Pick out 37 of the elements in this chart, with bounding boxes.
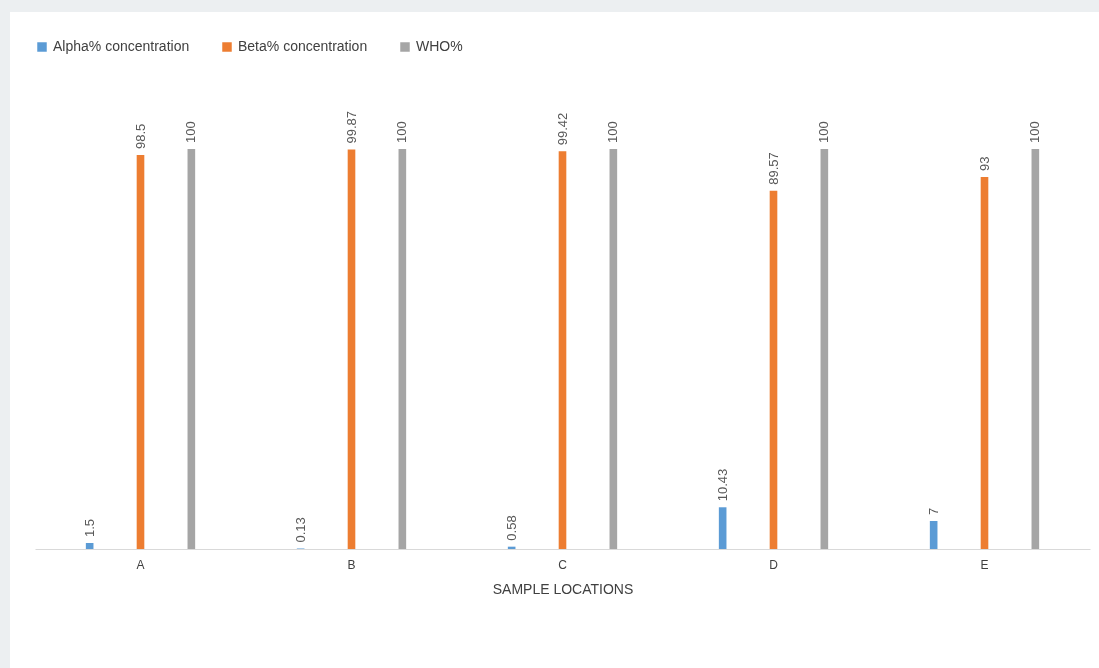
x-tick-label: A (136, 557, 145, 572)
data-label: 100 (1027, 121, 1043, 143)
legend-label: WHO% (416, 38, 463, 54)
bar (85, 543, 94, 549)
data-label: 0.58 (503, 515, 519, 541)
data-label: 89.57 (765, 152, 781, 185)
x-tick-label: D (769, 557, 779, 572)
data-label: 93 (976, 156, 992, 171)
data-label: 100 (816, 121, 832, 143)
bar (718, 507, 727, 549)
bar (398, 149, 407, 549)
data-label: 0.13 (292, 517, 308, 543)
bar (1031, 149, 1040, 549)
bar (980, 177, 989, 549)
x-axis-title: SAMPLE LOCATIONS (492, 580, 634, 597)
data-label: 100 (605, 121, 621, 143)
bar (347, 149, 356, 549)
data-label: 99.87 (343, 110, 359, 144)
legend-label: Beta% concentration (238, 38, 368, 54)
data-label: 99.42 (554, 112, 570, 146)
data-label: 98.5 (132, 123, 148, 149)
data-label: 1.5 (81, 518, 97, 537)
x-tick-label: B (347, 557, 356, 572)
x-tick-label: E (980, 557, 989, 572)
bar (609, 149, 618, 549)
data-label: 7 (925, 507, 941, 515)
bar (187, 149, 196, 549)
bar (558, 151, 567, 549)
data-label: 10.43 (714, 468, 730, 502)
bar (929, 521, 938, 549)
bar (820, 149, 829, 549)
data-label: 100 (394, 121, 410, 143)
bar (136, 155, 145, 549)
bar (769, 190, 778, 549)
x-tick-label: C (558, 557, 568, 572)
data-label: 100 (183, 121, 199, 143)
legend-label: Alpha% concentration (53, 38, 190, 54)
